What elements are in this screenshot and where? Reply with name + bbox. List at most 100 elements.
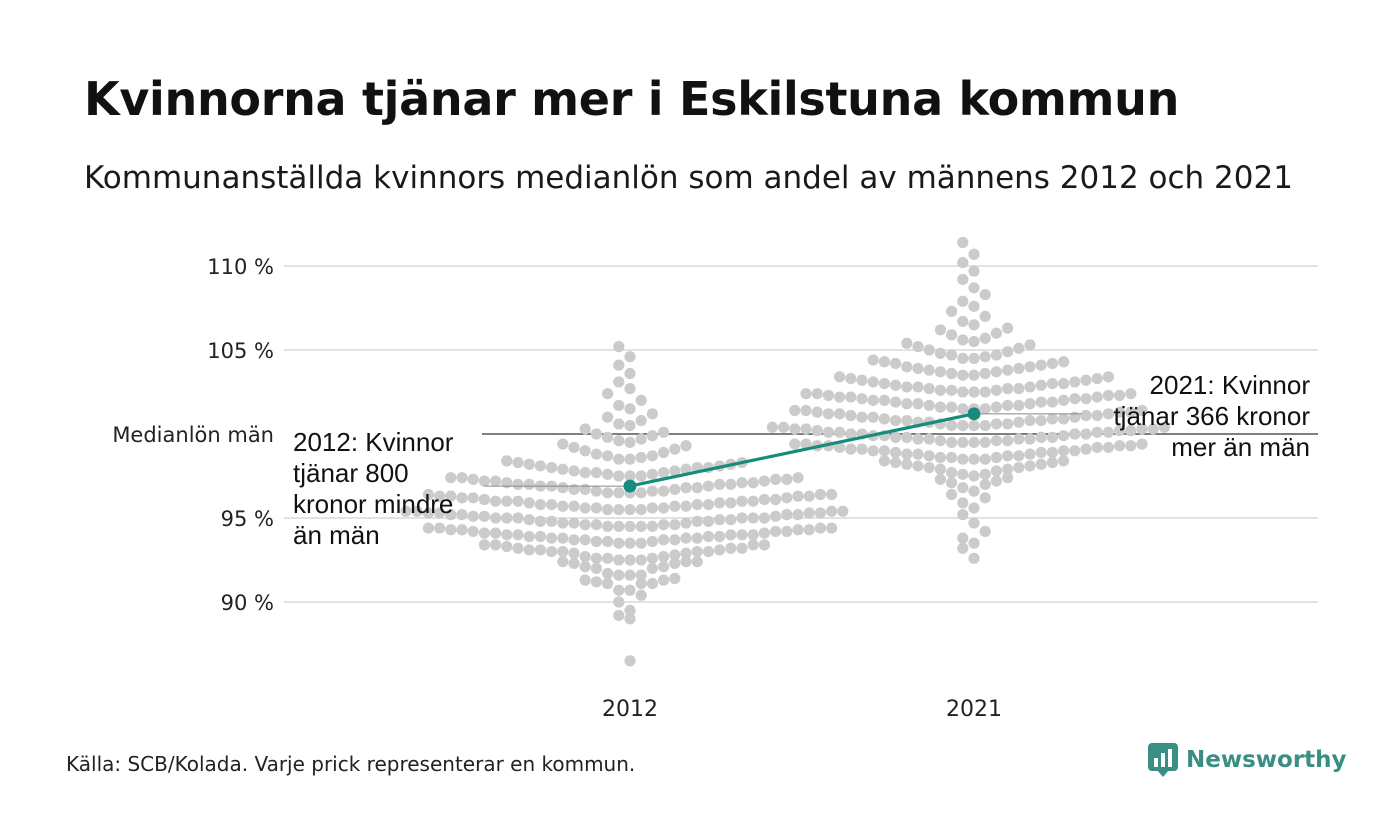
municipality-dot xyxy=(635,451,647,464)
municipality-dot xyxy=(646,408,659,420)
municipality-dot xyxy=(534,498,547,511)
municipality-dot xyxy=(669,534,681,546)
municipality-dot xyxy=(957,352,969,364)
municipality-dot xyxy=(613,418,625,430)
municipality-dot xyxy=(613,399,625,412)
municipality-dot xyxy=(923,344,935,356)
y-tick-label: 105 % xyxy=(207,339,274,363)
municipality-dot xyxy=(1002,450,1014,462)
municipality-dot xyxy=(602,431,614,443)
municipality-dot xyxy=(490,512,502,524)
municipality-dot xyxy=(867,376,879,388)
municipality-dot xyxy=(579,551,591,563)
municipality-dot xyxy=(747,495,759,507)
municipality-dot xyxy=(1013,399,1025,412)
municipality-dot xyxy=(725,529,737,541)
municipality-dot xyxy=(613,609,625,622)
municipality-dot xyxy=(1058,356,1070,368)
municipality-dot xyxy=(912,341,924,353)
municipality-dot xyxy=(646,562,659,575)
municipality-dot xyxy=(613,504,625,516)
municipality-dot xyxy=(1080,428,1092,440)
municipality-dot xyxy=(590,448,603,460)
municipality-dot xyxy=(691,546,703,558)
municipality-dot xyxy=(968,319,980,331)
municipality-dot xyxy=(1002,418,1014,430)
municipality-dot xyxy=(890,414,902,427)
municipality-dot xyxy=(890,357,902,370)
municipality-dot xyxy=(923,399,935,412)
municipality-dot xyxy=(856,411,868,423)
municipality-dot xyxy=(467,510,479,522)
municipality-dot xyxy=(434,490,446,502)
municipality-dot xyxy=(1091,409,1103,422)
municipality-dot xyxy=(934,463,947,475)
municipality-dot xyxy=(635,589,647,601)
municipality-dot xyxy=(1046,396,1058,408)
municipality-dot xyxy=(579,467,591,479)
municipality-dot xyxy=(568,465,580,477)
municipality-dot xyxy=(467,525,479,538)
municipality-dot xyxy=(613,341,625,353)
municipality-dot xyxy=(957,542,969,554)
municipality-dot xyxy=(478,475,490,487)
municipality-dot xyxy=(878,413,891,425)
municipality-dot xyxy=(691,515,703,527)
municipality-dot xyxy=(1102,426,1114,438)
municipality-dot xyxy=(546,532,558,544)
municipality-dot xyxy=(736,529,748,541)
x-tick-label: 2021 xyxy=(946,697,1002,722)
municipality-dot xyxy=(957,403,969,415)
municipality-dot xyxy=(635,504,647,516)
municipality-dot xyxy=(968,300,980,312)
municipality-dot xyxy=(1013,462,1025,474)
municipality-dot xyxy=(456,492,468,504)
municipality-dot xyxy=(557,532,569,544)
municipality-dot xyxy=(680,532,692,544)
municipality-dot xyxy=(658,467,670,479)
municipality-dot xyxy=(714,497,726,509)
municipality-dot xyxy=(534,544,547,556)
municipality-dot xyxy=(602,520,614,533)
municipality-dot xyxy=(478,493,490,506)
municipality-dot xyxy=(445,524,457,536)
municipality-dot xyxy=(635,577,647,590)
municipality-dot xyxy=(901,431,913,443)
municipality-dot xyxy=(422,507,434,519)
municipality-dot xyxy=(1058,413,1070,425)
municipality-dot xyxy=(811,406,823,418)
municipality-dot xyxy=(512,456,524,469)
municipality-dot xyxy=(590,428,603,440)
municipality-dot xyxy=(1102,371,1114,383)
municipality-dot xyxy=(912,433,924,445)
municipality-dot xyxy=(946,401,958,413)
municipality-dot xyxy=(1013,433,1025,445)
municipality-dot xyxy=(1024,433,1036,445)
municipality-dot xyxy=(635,537,647,549)
municipality-dot xyxy=(1046,456,1058,469)
municipality-dot xyxy=(456,509,468,521)
municipality-dot xyxy=(691,498,703,511)
municipality-dot xyxy=(826,505,838,517)
municipality-dot xyxy=(1035,458,1047,470)
municipality-dot xyxy=(736,477,748,489)
highlight-series xyxy=(623,407,981,493)
municipality-dot xyxy=(770,525,782,538)
municipality-dot xyxy=(579,534,591,546)
municipality-dot xyxy=(867,445,879,457)
municipality-dot xyxy=(800,404,812,417)
municipality-dot xyxy=(979,351,991,363)
municipality-dot xyxy=(624,520,636,533)
municipality-dot xyxy=(1046,413,1058,425)
municipality-dot xyxy=(579,423,591,435)
municipality-dot xyxy=(979,386,991,398)
municipality-dot xyxy=(501,495,513,507)
municipality-dot xyxy=(979,288,991,301)
municipality-dot xyxy=(1046,357,1058,370)
municipality-dot xyxy=(434,507,446,519)
municipality-dot xyxy=(1080,374,1092,386)
municipality-dot xyxy=(557,500,569,512)
municipality-dot xyxy=(534,515,547,527)
municipality-dot xyxy=(867,394,879,406)
municipality-dot xyxy=(579,502,591,514)
